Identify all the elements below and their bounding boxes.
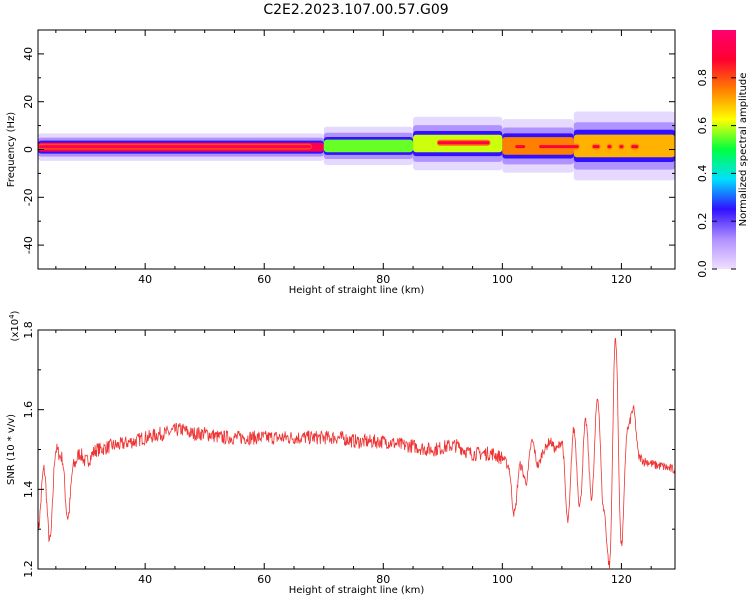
y-tick-label: -40 [22,236,35,254]
spectrogram-plot-area [38,111,675,181]
spectrogram-hotspot [607,145,612,149]
colorbar-tick-label: 0.0 [696,260,709,278]
spectrogram-y-axis-label: Frequency (Hz) [6,112,17,188]
spectrogram-hotspot [592,145,600,149]
y-tick-label: 1.4 [22,481,35,499]
spectrogram-x-axis-label: Height of straight line (km) [289,285,425,296]
colorbar-tick-label: 0.8 [696,69,709,87]
x-tick-label: 100 [492,273,513,286]
snr-scale-close: ) [10,310,21,314]
colorbar-tick-label: 0.4 [696,165,709,183]
spectrogram-hotspot [515,145,526,149]
snr-series-line [37,337,676,569]
x-tick-label: 120 [611,273,632,286]
spectrogram-hotspot [619,145,624,149]
colorbar-tick-label: 0.2 [696,212,709,230]
spectrogram-band [573,134,675,158]
chart-title: C2E2.2023.107.00.57.G09 [263,2,448,18]
y-tick-label: 1.2 [22,560,35,578]
y-tick-label: -20 [22,188,35,206]
spectrogram-hotspot [539,145,579,149]
spectrogram-hotspot [631,145,639,149]
snr-scale-prefix: (x10 [10,319,21,342]
y-tick-label: 1.6 [22,401,35,419]
spectrogram-x-ticks: 40 60 80 100 120 [55,30,652,286]
x-tick-label: 120 [611,573,632,586]
y-tick-label: 1.8 [22,321,35,339]
snr-scale-exponent: 4 [8,314,16,319]
colorbar-label: Normalized spectral amplitude [738,73,749,227]
x-tick-label: 80 [376,273,390,286]
colorbar-gradient [712,30,736,269]
spectrogram-panel: 40 60 80 100 120 -40 -20 0 20 40 Height of strai… [6,29,676,296]
spectrogram-y-ticks: -40 -20 0 20 40 [22,47,675,254]
colorbar: 0.0 0.2 0.4 0.6 0.8 Normalized spectral ampl… [696,30,749,278]
snr-panel: 40 60 80 100 120 1.2 1.4 1.6 1.8 Height of stra… [6,310,676,596]
y-tick-label: 40 [22,47,35,61]
x-tick-label: 40 [138,573,152,586]
snr-x-ticks: 40 60 80 100 120 [55,330,652,586]
x-tick-label: 80 [376,573,390,586]
spectrogram-band [502,137,574,155]
spectrogram-band [323,139,414,153]
x-tick-label: 40 [138,273,152,286]
snr-y-ticks: 1.2 1.4 1.6 1.8 [22,321,675,578]
colorbar-ticks: 0.0 0.2 0.4 0.6 0.8 [696,69,736,278]
snr-plot-area [37,337,676,569]
x-tick-label: 100 [492,573,513,586]
colorbar-tick-label: 0.6 [696,117,709,135]
y-tick-label: 20 [22,95,35,109]
x-tick-label: 60 [257,273,271,286]
snr-scale-label: (x104) [8,310,21,341]
x-tick-label: 60 [257,573,271,586]
snr-x-axis-label: Height of straight line (km) [289,585,425,596]
snr-frame [37,329,676,570]
spectrogram-hotspot [39,145,311,149]
snr-y-axis-label: SNR (10 * v/v) [6,414,17,485]
y-tick-label: 0 [22,146,35,153]
spectrogram-hotspot [437,141,490,145]
